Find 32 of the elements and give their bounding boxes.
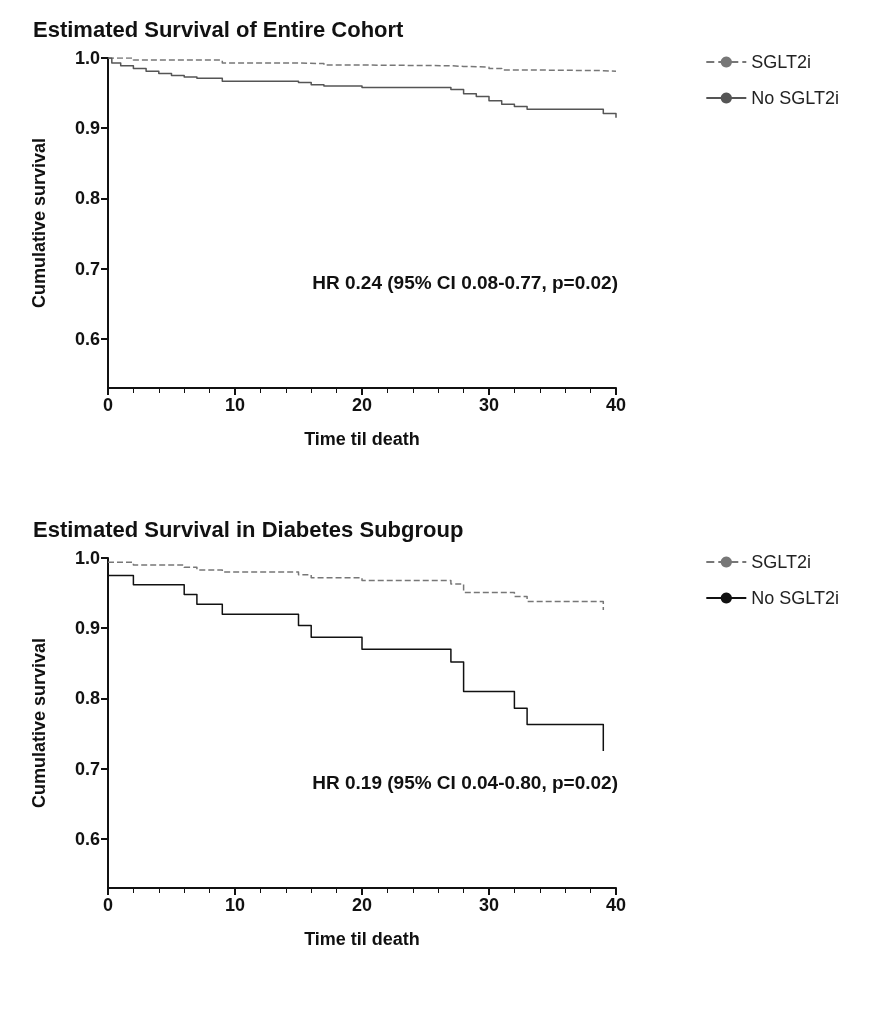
x-axis-title: Time til death: [304, 929, 420, 949]
x-tick-label: 40: [605, 395, 627, 415]
y-tick-label: 0.9: [74, 618, 100, 639]
x-tick-label: 10: [224, 395, 246, 415]
chart-title: Estimated Survival of Entire Cohort: [33, 16, 405, 42]
x-tick-label: 30: [478, 395, 500, 415]
y-tick-label: 0.7: [74, 758, 100, 779]
legend-label: SGLT2i: [751, 52, 811, 72]
y-tick-label: 0.8: [74, 688, 100, 709]
y-tick-label: 0.7: [74, 258, 100, 279]
legend-label: SGLT2i: [751, 552, 811, 572]
chart-title: Estimated Survival in Diabetes Subgroup: [33, 516, 464, 542]
legend-label: No SGLT2i: [751, 88, 840, 108]
x-tick-label: 20: [351, 895, 373, 915]
y-tick-label: 0.6: [74, 328, 100, 349]
y-tick-label: 1.0: [74, 48, 100, 68]
x-tick-label: 20: [351, 395, 373, 415]
y-tick-label: 1.0: [74, 548, 100, 568]
y-tick-label: 0.9: [74, 118, 100, 139]
x-tick-label: 0: [102, 395, 114, 415]
y-tick-label: 0.6: [74, 828, 100, 849]
y-tick-label: 0.8: [74, 188, 100, 209]
x-tick-label: 10: [224, 895, 246, 915]
y-axis-title: Cumulative survival: [29, 137, 49, 309]
x-tick-label: 0: [102, 895, 114, 915]
x-axis-title: Time til death: [304, 429, 420, 449]
annotation: HR 0.24 (95% CI 0.08-0.77, p=0.02): [312, 272, 619, 293]
legend-label: No SGLT2i: [751, 588, 840, 608]
y-axis-title: Cumulative survival: [29, 637, 49, 809]
x-tick-label: 30: [478, 895, 500, 915]
x-tick-label: 40: [605, 895, 627, 915]
annotation: HR 0.19 (95% CI 0.04-0.80, p=0.02): [312, 772, 619, 793]
